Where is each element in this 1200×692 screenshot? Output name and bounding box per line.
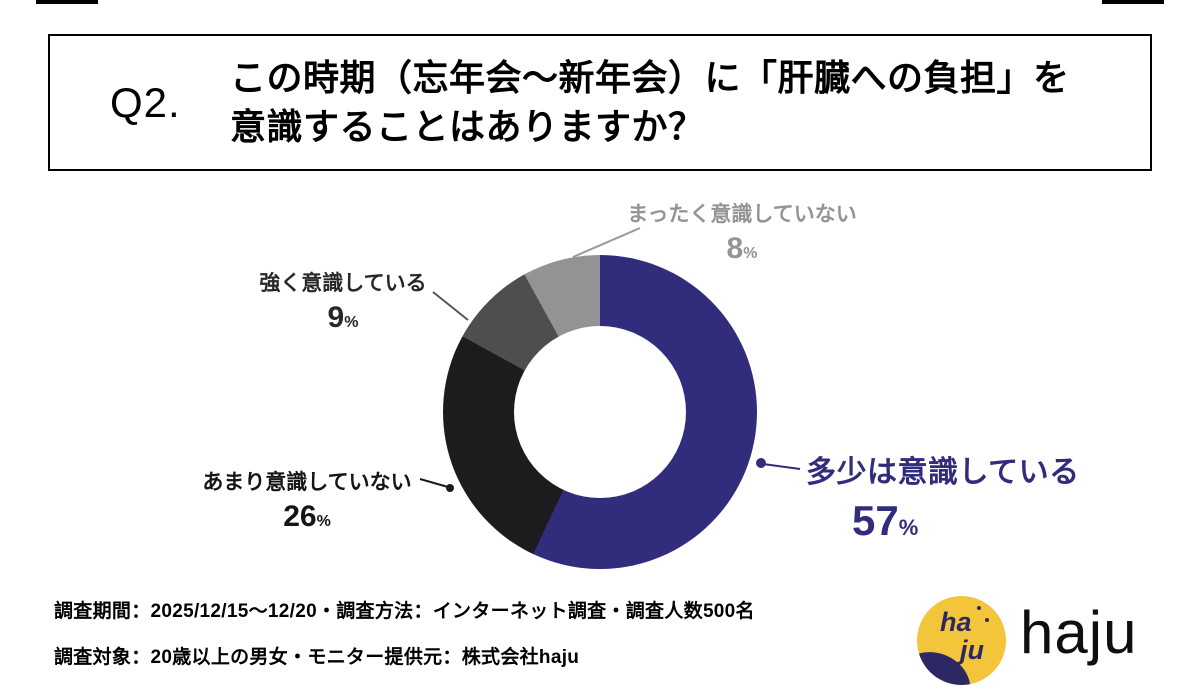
- question-text: この時期（忘年会～新年会）に「肝臓への負担」を 意識することはありますか？: [230, 54, 1070, 150]
- label-none-number: 8: [726, 232, 744, 265]
- logo-sparkle-1: [977, 606, 981, 610]
- logo-ju-text: ju: [960, 635, 984, 665]
- label-rarely-value: 26%: [192, 500, 422, 534]
- label-rarely-unit: %: [316, 513, 331, 530]
- label-strong-unit: %: [344, 314, 359, 331]
- top-crop-line-right: [1102, 0, 1164, 4]
- donut-hole: [514, 326, 686, 498]
- label-rarely-number: 26: [283, 500, 317, 533]
- label-somewhat-value: 57%: [806, 497, 1106, 545]
- haju-wordmark: haju: [1020, 599, 1138, 666]
- label-none-unit: %: [743, 245, 758, 262]
- survey-note-line-1: 調査期間：2025/12/15～12/20・調査方法：インターネット調査・調査人…: [54, 601, 755, 622]
- label-somewhat-unit: %: [898, 515, 919, 540]
- leader-line-rarely: [419, 478, 449, 488]
- leader-dot-somewhat: [756, 458, 766, 468]
- label-somewhat-number: 57: [852, 497, 899, 544]
- label-rarely: あまり意識していない 26%: [192, 466, 422, 534]
- logo-ha-text: ha: [940, 607, 972, 637]
- label-strong: 強く意識している 9%: [248, 267, 438, 335]
- leader-dot-rarely: [446, 484, 454, 492]
- question-line-1: この時期（忘年会～新年会）に「肝臓への負担」を: [230, 57, 1070, 99]
- label-none-value: 8%: [622, 232, 862, 266]
- label-somewhat-text: 多少は意識している: [806, 456, 1080, 489]
- label-rarely-text: あまり意識していない: [202, 471, 412, 494]
- label-none-text: まったく意識していない: [627, 203, 857, 226]
- label-strong-value: 9%: [248, 301, 438, 335]
- top-crop-line-left: [36, 0, 98, 4]
- label-somewhat: 多少は意識している 57%: [806, 447, 1106, 545]
- logo-sparkle-2: [985, 618, 989, 622]
- leader-line-somewhat: [762, 463, 801, 470]
- haju-logo-mark: ha ju: [917, 596, 1006, 685]
- leader-line-strong: [432, 291, 469, 321]
- survey-note-line-2: 調査対象：20歳以上の男女・モニター提供元：株式会社haju: [54, 647, 580, 668]
- label-strong-text: 強く意識している: [259, 272, 427, 295]
- question-box: Q2. この時期（忘年会～新年会）に「肝臓への負担」を 意識することはありますか…: [48, 34, 1152, 171]
- question-number: Q2.: [110, 78, 181, 126]
- question-line-2: 意識することはありますか？: [230, 105, 705, 147]
- label-strong-number: 9: [327, 301, 345, 334]
- label-none: まったく意識していない 8%: [622, 198, 862, 266]
